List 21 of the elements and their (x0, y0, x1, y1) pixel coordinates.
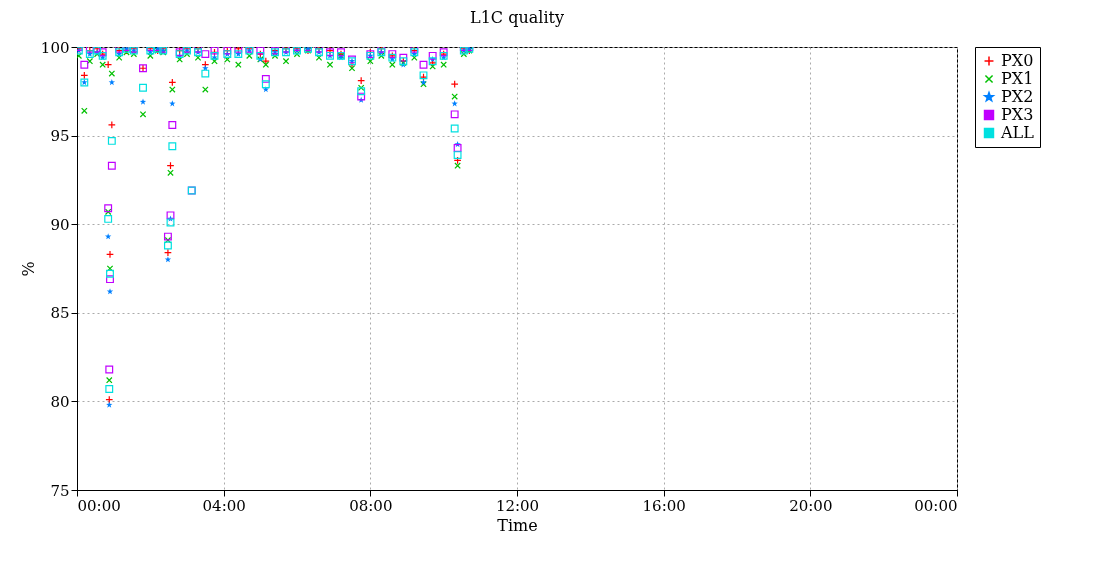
x-tick-label: 04:00 (202, 496, 246, 515)
x-tick-label: 12:00 (495, 496, 540, 515)
x-tick-label: 20:00 (789, 496, 833, 515)
y-tick-label: 85 (50, 304, 70, 323)
y-tick-label: 100 (40, 38, 70, 57)
y-axis-title: % (18, 261, 38, 277)
y-tick-label: 90 (50, 215, 70, 234)
x-tick-label: 16:00 (642, 496, 686, 515)
legend-label: PX3 (1001, 105, 1034, 124)
x-axis-title: Time (497, 515, 538, 535)
y-tick-label: 80 (50, 392, 70, 411)
y-tick-label: 75 (50, 481, 70, 500)
x-tick-label: 00:00 (77, 496, 121, 515)
y-tick-label: 95 (50, 127, 70, 146)
x-tick-label: 00:00 (914, 496, 958, 515)
x-tick-label: 08:00 (349, 496, 393, 515)
legend-label: PX1 (1001, 69, 1034, 88)
legend-label: PX0 (1001, 51, 1034, 70)
chart-title: L1C quality (470, 8, 564, 27)
legend-label: ALL (1000, 123, 1035, 142)
legend-label: PX2 (1001, 87, 1034, 106)
